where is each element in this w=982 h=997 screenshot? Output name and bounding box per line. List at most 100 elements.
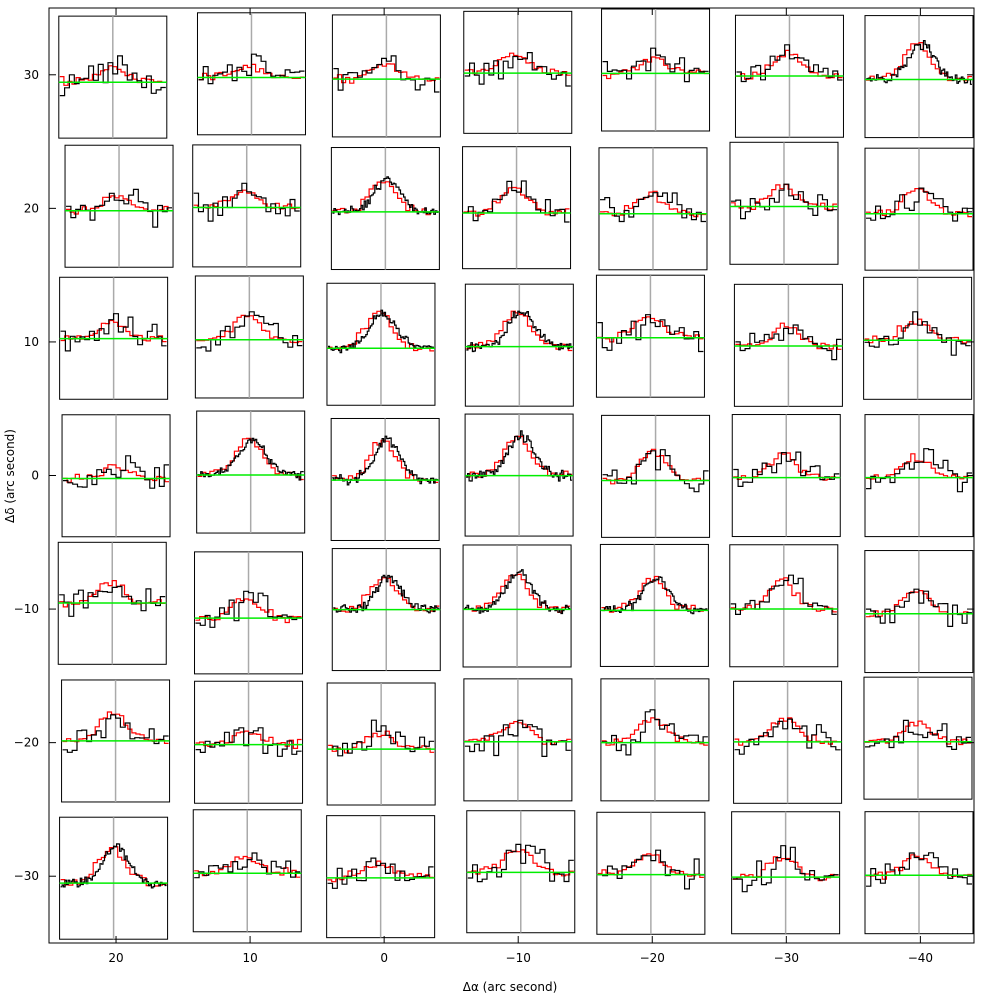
y-tick-label: −30 — [14, 869, 39, 883]
spectrum-panel — [599, 543, 709, 667]
observed-spectrum — [735, 324, 842, 361]
spectrum-panel — [601, 8, 711, 132]
observed-spectrum — [63, 455, 169, 489]
spectrum-panel — [326, 815, 436, 939]
spectrum-panel — [330, 147, 440, 271]
x-tick-label: −40 — [908, 951, 933, 965]
spectrum-panel — [194, 680, 304, 804]
observed-spectrum — [62, 714, 169, 753]
spectrum-panel — [466, 810, 576, 934]
observed-spectrum — [865, 588, 972, 627]
x-tick-label: 10 — [242, 951, 257, 965]
model-spectrum — [865, 720, 971, 746]
spectrum-panel — [731, 414, 841, 538]
observed-spectrum — [332, 435, 439, 486]
spectrum-panel — [326, 682, 436, 806]
spectrum-panel — [863, 276, 973, 400]
spectrum-panel — [463, 10, 573, 134]
observed-spectrum — [600, 192, 706, 223]
observed-spectrum — [59, 585, 166, 617]
x-axis-label: Δα (arc second) — [463, 980, 558, 994]
observed-spectrum — [60, 313, 167, 352]
observed-spectrum — [328, 309, 434, 354]
spectrum-panel — [595, 274, 705, 398]
spectrum-panel — [598, 147, 708, 271]
observed-spectrum — [601, 709, 708, 756]
observed-spectrum — [866, 852, 972, 887]
spectrum-panel — [331, 548, 441, 672]
spectrum-panel — [734, 14, 844, 138]
observed-spectrum — [731, 183, 837, 220]
observed-spectrum — [864, 311, 971, 356]
observed-spectrum — [464, 52, 571, 87]
y-tick-label: −10 — [14, 602, 39, 616]
model-spectrum — [730, 577, 837, 613]
observed-spectrum — [198, 53, 305, 85]
observed-spectrum — [195, 727, 302, 757]
spectrum-panel — [464, 413, 574, 537]
spectrum-panel — [464, 283, 574, 407]
observed-spectrum — [333, 574, 440, 614]
spectrum-panel — [596, 811, 706, 935]
model-spectrum — [601, 575, 708, 613]
spectrum-panel — [729, 544, 839, 668]
axis-ticks: 20 10 0 −10 −20 −30 −40 30 20 10 0 −10 −20 −30 — [14, 8, 974, 965]
spectrum-panel — [864, 414, 974, 538]
observed-spectrum — [736, 44, 843, 83]
spectrum-panel — [330, 417, 440, 541]
x-tick-label: 0 — [380, 951, 388, 965]
spectrum-panel — [192, 809, 302, 933]
model-spectrum — [62, 711, 169, 744]
spectrum-panel — [61, 679, 171, 803]
model-spectrum — [66, 195, 172, 215]
observed-spectrum — [866, 187, 972, 222]
y-tick-label: 20 — [24, 201, 39, 215]
spectrum-panel — [864, 811, 974, 935]
observed-spectrum — [734, 718, 841, 755]
spectrum-panel — [194, 551, 304, 675]
x-tick-label: 20 — [108, 951, 123, 965]
observed-spectrum — [66, 188, 172, 228]
spectrum-panel — [326, 282, 436, 406]
spectra-panels — [57, 8, 974, 940]
y-tick-label: 0 — [31, 469, 39, 483]
observed-spectrum — [602, 449, 709, 493]
spectrum-panel — [729, 141, 839, 265]
spectrum-panel — [192, 144, 302, 268]
spectrum-panel — [731, 811, 841, 935]
observed-spectrum — [195, 590, 302, 628]
y-tick-label: −20 — [14, 736, 39, 750]
spectrum-panel — [59, 276, 169, 400]
spectrum-panel — [463, 678, 573, 802]
spectrum-panel — [331, 14, 441, 138]
spectrum-panel — [733, 680, 843, 804]
spectrum-panel — [194, 275, 304, 399]
model-spectrum — [463, 186, 570, 217]
spectrum-panel — [462, 146, 572, 270]
spectrum-panel — [600, 678, 710, 802]
spectrum-panel — [196, 12, 306, 136]
y-axis-label: Δδ (arc second) — [3, 429, 17, 523]
observed-spectrum — [467, 843, 574, 883]
observed-spectrum — [730, 574, 837, 615]
spectrum-panel — [58, 15, 168, 139]
spectrum-panel — [196, 410, 306, 534]
x-tick-label: −10 — [506, 951, 531, 965]
y-tick-label: 30 — [24, 68, 39, 82]
y-tick-label: 10 — [24, 335, 39, 349]
spectrum-panel — [61, 414, 171, 538]
spectrum-panel — [59, 816, 169, 940]
model-spectrum — [60, 319, 167, 343]
spectrum-panel — [864, 15, 974, 139]
observed-spectrum — [732, 845, 839, 893]
observed-spectrum — [865, 719, 971, 750]
observed-spectrum — [602, 47, 709, 83]
spectrum-panel — [864, 147, 974, 271]
observed-spectrum — [194, 852, 301, 879]
spectrum-panel — [64, 144, 174, 268]
model-spectrum — [866, 854, 972, 880]
spectrum-panel — [601, 414, 711, 538]
spectrum-panel — [733, 283, 843, 407]
spectrum-panel — [462, 544, 572, 668]
